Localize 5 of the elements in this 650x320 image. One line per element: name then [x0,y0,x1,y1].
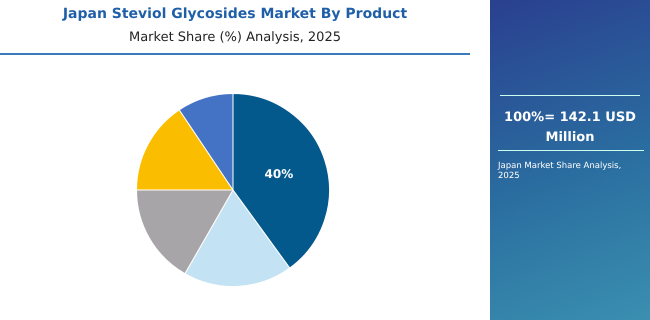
chart-title: Japan Steviol Glycosides Market By Product [61,6,408,22]
text: Japan Market Share Analysis, 2025 [498,150,644,181]
data-label: 40% [264,167,294,182]
text: 100%= 142.1 USD Million [500,95,640,148]
chart-subtitle: Market Share (%) Analysis, 2025 [0,30,470,55]
